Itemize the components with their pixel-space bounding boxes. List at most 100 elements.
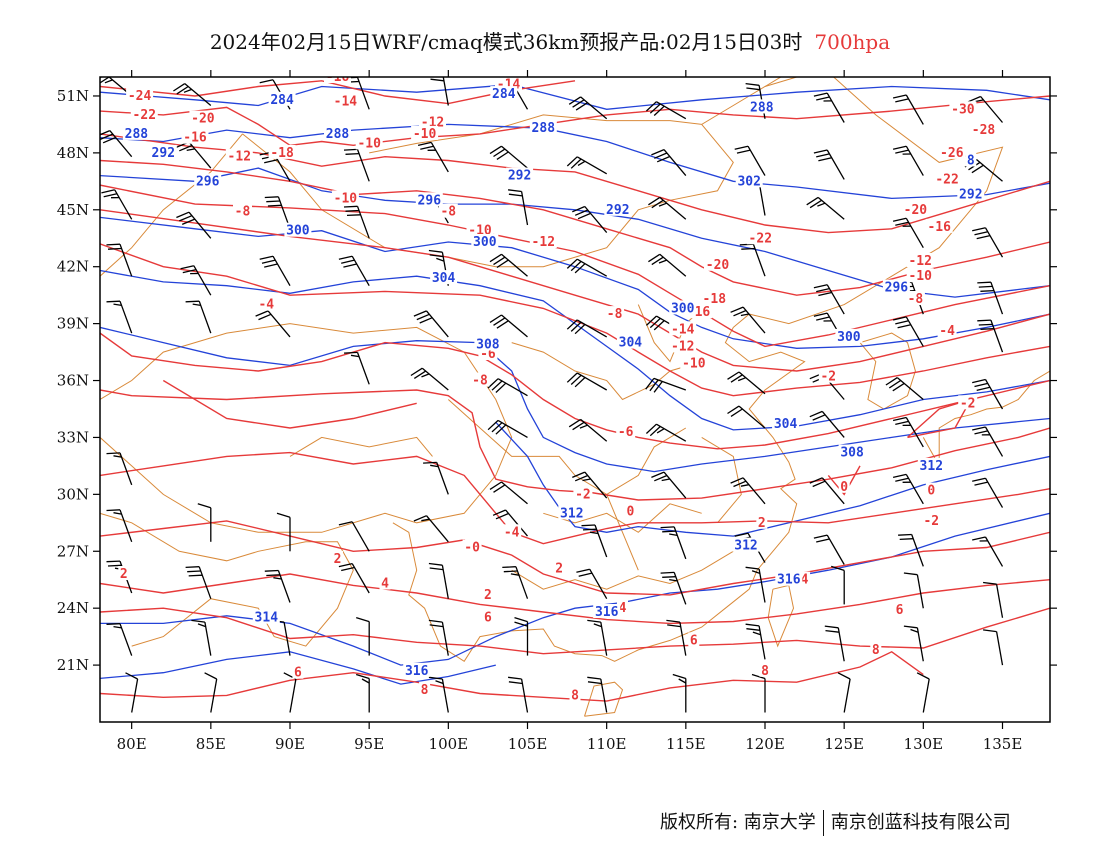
wind-barb <box>645 101 687 120</box>
x-tick-label: 115E <box>666 735 706 753</box>
geopotential-label: 292 <box>152 146 175 161</box>
temperature-label: -8 <box>908 292 924 307</box>
geopotential-label: 8 <box>967 154 975 169</box>
wind-barb <box>813 534 845 565</box>
wind-barb <box>977 281 1004 315</box>
contour-label-bg <box>838 478 850 493</box>
chart-title: 2024年02月15日WRF/cmaq模式36km预报产品:02月15日03时 7… <box>0 26 1100 55</box>
wind-barb <box>566 319 608 338</box>
geopotential-label: 296 <box>418 193 442 208</box>
temperature-label: -2 <box>820 370 836 385</box>
geopotential-label: 312 <box>920 459 943 474</box>
y-tick-label: 30N <box>57 485 89 503</box>
wind-barb <box>508 676 529 713</box>
geopotential-contour <box>100 167 1050 298</box>
temperature-label: 8 <box>421 683 429 698</box>
temperature-label: -18 <box>270 146 294 161</box>
y-tick-label: 45N <box>57 201 89 219</box>
contour-label-bg <box>700 291 728 305</box>
geopotential-label: 308 <box>476 338 500 353</box>
wind-barb <box>972 378 1004 410</box>
wind-barb <box>885 377 924 400</box>
contour-label-bg <box>331 93 359 108</box>
wind-barb <box>824 625 845 662</box>
temperature-label: -16 <box>927 220 951 235</box>
contour-label-bg <box>490 86 518 101</box>
contour-label-bg <box>553 560 565 575</box>
contour-label-bg <box>324 77 351 83</box>
temperature-label: -28 <box>972 123 996 138</box>
wind-barb <box>572 471 608 499</box>
contour-label-bg <box>126 88 154 102</box>
temperature-label: -8 <box>607 307 623 322</box>
wind-barb <box>587 676 608 713</box>
x-tick-label: 85E <box>196 735 226 753</box>
wind-barb <box>413 310 449 338</box>
contour-label-bg <box>529 120 557 135</box>
wind-barb <box>173 83 212 106</box>
contour-label-bg <box>506 167 534 182</box>
contour-label-bg <box>268 144 296 159</box>
contour-label-bg <box>949 101 977 116</box>
temperature-label: 6 <box>896 603 904 618</box>
border-line <box>447 399 687 495</box>
contour-label-bg <box>933 171 961 186</box>
temperature-label: 8 <box>571 688 579 703</box>
contour-label-bg <box>292 664 304 679</box>
temperature-label: 2 <box>120 567 128 582</box>
border-line <box>511 550 734 590</box>
contour-label-bg <box>474 336 502 351</box>
temperature-label: -14 <box>334 95 358 110</box>
axis-ticks: 80E 85E 90E 95E 100E 105E 110E 115E 120E 125E 130E… <box>57 70 1057 753</box>
contour-label-bg <box>149 144 177 159</box>
geopotential-label: 316 <box>405 664 429 679</box>
wind-barb <box>813 92 845 123</box>
contour-label-bg <box>799 571 811 586</box>
contour-label-bg <box>704 256 731 271</box>
geopotential-label: 312 <box>560 506 583 521</box>
geopotential-label: 288 <box>326 127 350 142</box>
wind-barb <box>428 676 449 713</box>
wind-barb <box>489 253 528 277</box>
wind-barb <box>837 672 851 713</box>
wind-barb <box>125 672 139 713</box>
wind-barb <box>739 243 766 277</box>
contour-label-bg <box>268 91 296 106</box>
temperature-label: 2 <box>555 561 563 576</box>
border-line <box>289 436 433 457</box>
wind-barb <box>356 673 370 713</box>
temperature-label: -4 <box>504 525 520 540</box>
wind-barb <box>568 418 608 442</box>
pressure-level-label: 700hpa <box>814 30 891 54</box>
wind-barb <box>660 571 687 605</box>
geopotential-contour <box>100 326 1050 473</box>
wind-barbs <box>100 77 1004 713</box>
geopotential-label: 304 <box>619 336 643 351</box>
wind-barb <box>648 253 687 277</box>
contour-label-bg <box>669 338 697 353</box>
temperature-label: -8 <box>235 205 251 220</box>
contour-label-bg <box>688 632 700 647</box>
contour-label-bg <box>430 270 458 285</box>
x-tick-label: 80E <box>117 735 147 753</box>
contour-label-bg <box>901 201 929 216</box>
company-text: 南京创蓝科技有限公司 <box>830 812 1011 833</box>
wind-barb <box>492 509 528 537</box>
x-tick-label: 125E <box>824 735 864 753</box>
contour-label-bg <box>130 106 158 121</box>
wind-barb <box>185 566 212 599</box>
wind-barb <box>581 524 608 558</box>
temperature-label: -16 <box>326 70 350 85</box>
wind-barb <box>259 255 291 287</box>
x-tick-label: 110E <box>587 735 627 753</box>
geopotential-label: 300 <box>837 330 861 345</box>
border-line <box>606 494 639 571</box>
contour-label-bg <box>759 662 771 677</box>
temperature-contour <box>100 332 1050 450</box>
wind-barb <box>730 306 766 334</box>
temperature-label: 4 <box>801 573 809 588</box>
contour-label-bg <box>906 253 934 267</box>
border-line <box>100 512 354 647</box>
wind-barb <box>666 619 687 656</box>
wind-barb <box>892 217 924 249</box>
